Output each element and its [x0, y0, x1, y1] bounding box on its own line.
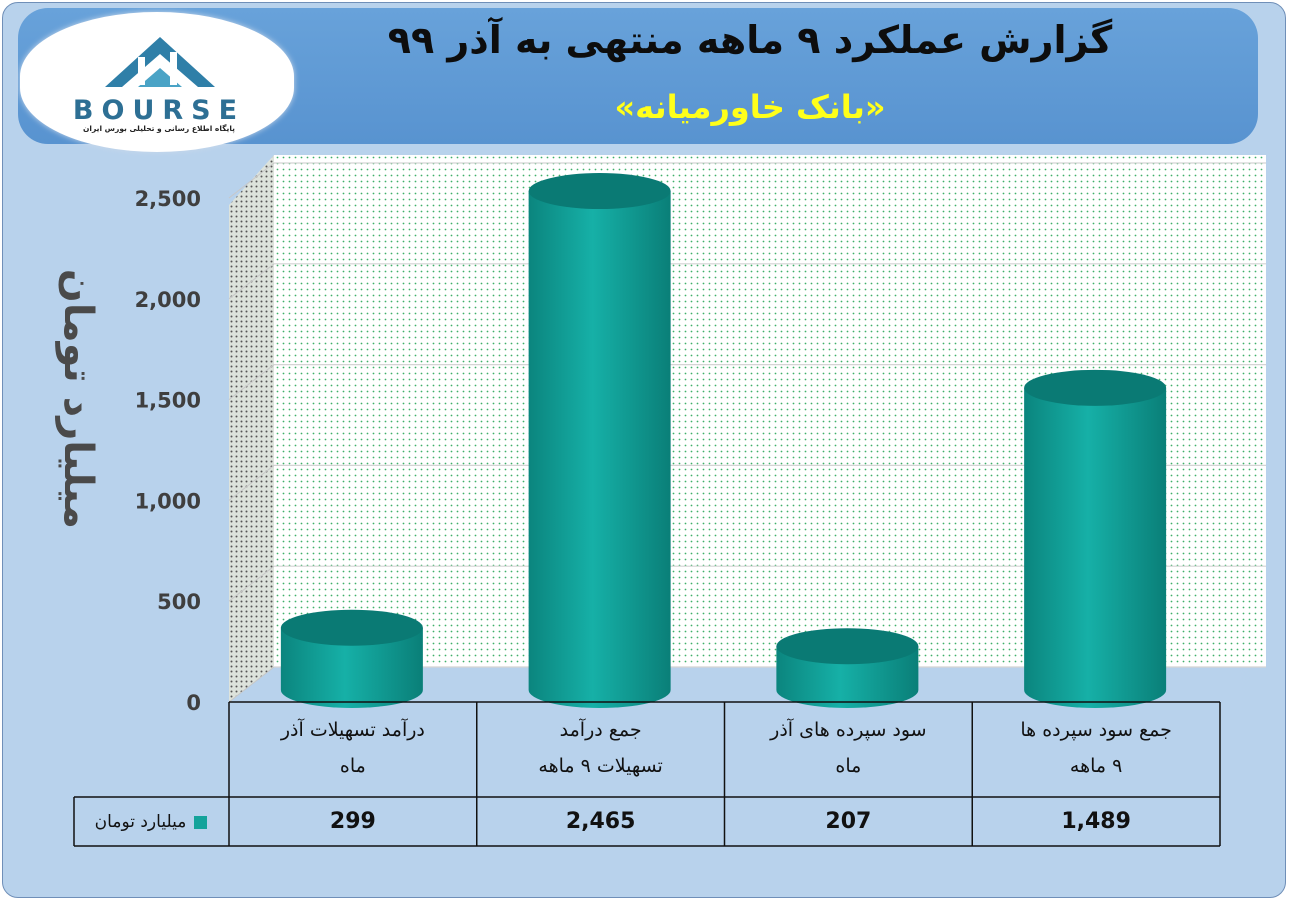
gridline-side — [228, 263, 275, 300]
bar — [1024, 369, 1167, 708]
logo-brand: BOURSE — [72, 95, 246, 126]
bar-top — [528, 173, 671, 210]
legend-entry: میلیارد تومان — [74, 798, 228, 846]
x-tick-label-line: ۹ ماهه — [1069, 755, 1123, 777]
x-tick-label-line: ماه — [339, 755, 366, 777]
x-tick-label-line: درآمد تسهیلات آذر — [280, 719, 425, 741]
bar — [528, 173, 671, 708]
data-label: 2,465 — [565, 809, 636, 834]
y-axis-ticks: 0 500 1,000 1,500 2,000 2,500 — [135, 187, 201, 715]
legend-swatch — [194, 815, 208, 829]
x-tick-label: جمع درآمد تسهیلات ۹ ماهه — [477, 712, 725, 784]
x-tick-label-line: جمع درآمد — [559, 719, 642, 741]
y-tick-label: 1,500 — [135, 389, 201, 413]
y-tick-label: 2,000 — [135, 288, 201, 312]
data-label: 1,489 — [1061, 809, 1131, 834]
bourse-logo — [20, 12, 294, 152]
bar-body — [1024, 387, 1167, 708]
legend-label: میلیارد تومان — [94, 812, 187, 832]
x-tick-label-line: تسهیلات ۹ ماهه — [538, 755, 663, 777]
bar — [776, 628, 919, 708]
bar-top — [280, 609, 423, 646]
x-tick-label-line: جمع سود سپرده ها — [1020, 719, 1172, 741]
bar-top — [1024, 369, 1167, 406]
chart-title: گزارش عملکرد ۹ ماهه منتهی به آذر ۹۹ — [387, 18, 1113, 62]
x-tick-label: جمع سود سپرده ها ۹ ماهه — [972, 712, 1220, 784]
bourse-logo-icon — [105, 37, 215, 87]
gridline-side — [228, 364, 275, 400]
bars — [280, 173, 1167, 708]
y-tick-label: 2,500 — [135, 187, 201, 211]
bar — [280, 609, 423, 708]
data-label: 207 — [825, 809, 872, 834]
logo-tagline: پایگاه اطلاع رسانی و تحلیلی بورس ایران — [83, 124, 235, 133]
x-tick-label: درآمد تسهیلات آذر ماه — [229, 712, 477, 784]
y-tick-label: 1,000 — [135, 489, 201, 513]
x-tick-label: سود سپرده های آذر ماه — [725, 712, 973, 784]
gridline-side — [228, 666, 275, 703]
bar-top — [776, 628, 919, 665]
chart-subtitle: «بانک خاورمیانه» — [614, 88, 886, 126]
gridline-side — [228, 465, 275, 501]
y-tick-label: 0 — [186, 691, 201, 715]
y-tick-label: 500 — [157, 590, 201, 614]
gridline-side — [228, 565, 275, 602]
data-label: 299 — [329, 809, 376, 834]
bar-body — [528, 191, 671, 708]
side-wall — [229, 155, 274, 702]
x-tick-label-line: سود سپرده های آذر — [770, 719, 927, 741]
x-tick-label-line: ماه — [835, 755, 862, 777]
bar-body — [280, 627, 423, 708]
gridline-side — [228, 162, 275, 199]
data-table-grid — [73, 701, 1221, 847]
